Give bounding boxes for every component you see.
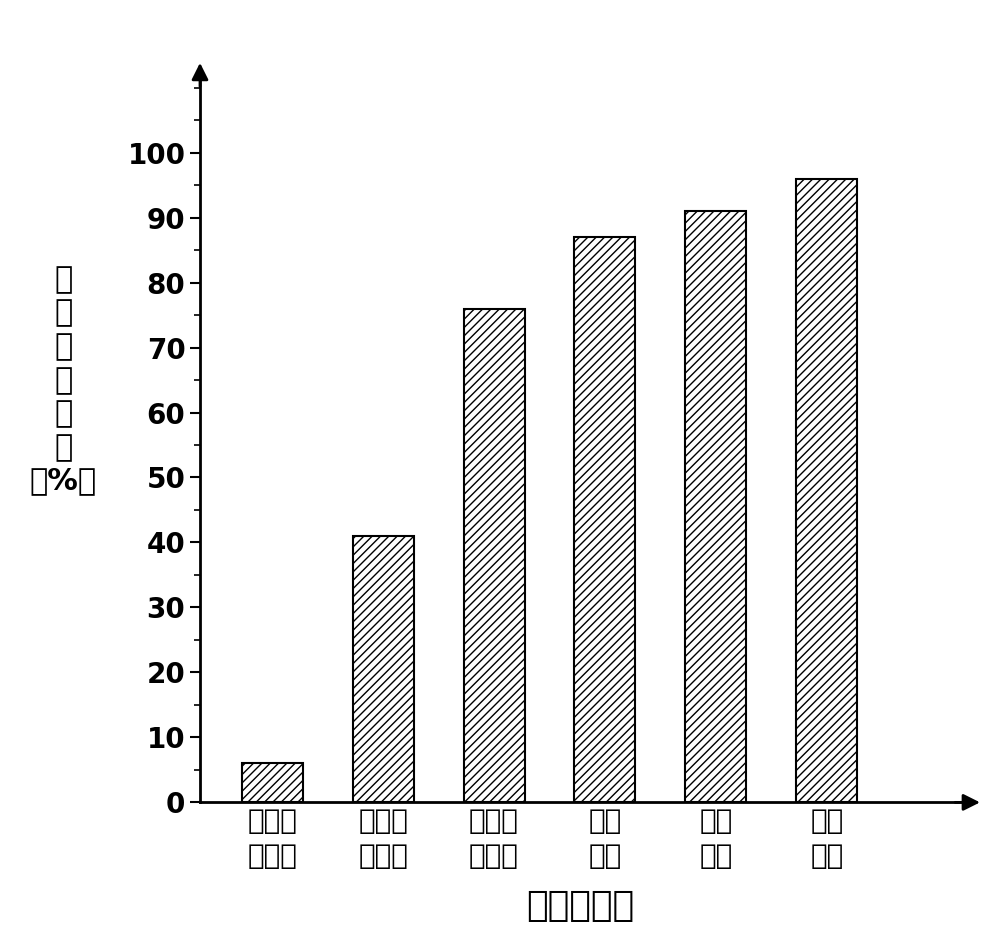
Bar [796,178,857,802]
Bar [685,211,746,802]
Text: 单
质
汞
脱
除
率
（%）: 单 质 汞 脱 除 率 （%） [30,265,97,495]
X-axis label: 催化剂类型: 催化剂类型 [526,889,634,924]
Bar [464,309,525,802]
Bar [353,536,414,802]
Bar [574,237,635,802]
Bar [242,763,303,802]
